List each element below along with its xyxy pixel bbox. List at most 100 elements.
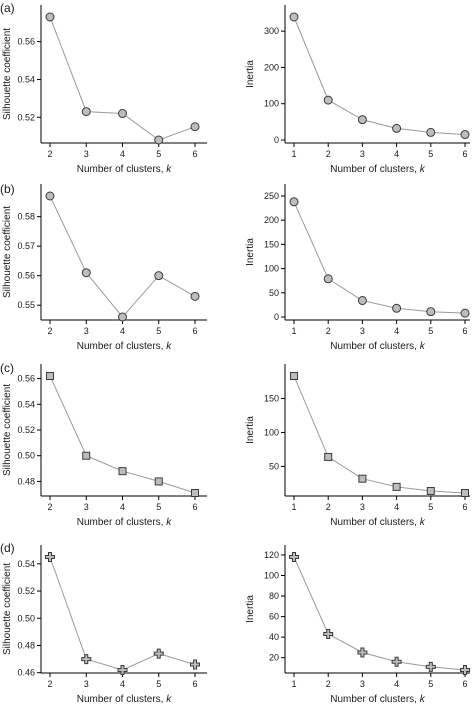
data-point [81, 654, 92, 665]
x-axis-label: Number of clusters, k [77, 517, 172, 528]
y-tick-label: 80 [269, 591, 279, 601]
x-tick-label: 2 [47, 679, 52, 689]
x-tick-label: 2 [326, 149, 331, 159]
data-point [45, 552, 55, 562]
chart-panel: 1 2 3 4 5 6 20 40 60 80 100 120 Number of clusters, … [245, 545, 470, 705]
chart-panel: 1 2 3 4 5 6 0 100 200 300 Number of clusters, k Ine… [245, 5, 470, 175]
data-point [45, 12, 55, 22]
data-point [81, 268, 91, 278]
x-tick-label: 4 [120, 502, 125, 512]
y-tick-label: 200 [264, 62, 279, 72]
y-axis-label: Inertia [245, 60, 256, 88]
y-tick-label: 0.48 [17, 640, 35, 650]
y-tick-label: 100 [264, 264, 279, 274]
x-tick-label: 4 [120, 326, 125, 336]
x-tick-label: 1 [291, 502, 296, 512]
x-tick-label: 5 [156, 326, 161, 336]
y-tick-label: 0.52 [17, 112, 35, 122]
data-point [191, 489, 199, 497]
x-tick-label: 3 [84, 149, 89, 159]
x-axis-label: Number of clusters, k [77, 694, 172, 705]
data-point [45, 191, 55, 201]
series-line [49, 375, 196, 494]
x-tick-label: 3 [84, 679, 89, 689]
y-tick-label: 0.56 [17, 374, 35, 384]
data-point [81, 107, 91, 117]
data-point [118, 467, 127, 476]
data-point [460, 308, 470, 318]
x-tick-label: 3 [360, 502, 365, 512]
y-tick-label: 200 [264, 215, 279, 225]
x-tick-label: 2 [47, 326, 52, 336]
x-tick-label: 5 [428, 679, 433, 689]
data-point [289, 552, 299, 562]
data-point [460, 130, 470, 140]
x-tick-label: 2 [326, 679, 331, 689]
y-axis-label: Inertia [245, 416, 256, 444]
panel-label: (a) [0, 1, 15, 15]
x-tick-label: 2 [47, 502, 52, 512]
data-point [82, 451, 91, 460]
y-tick-label: 100 [264, 570, 279, 580]
y-tick-label: 300 [264, 26, 279, 36]
y-tick-label: 20 [269, 653, 279, 663]
x-tick-label: 1 [291, 149, 296, 159]
data-point [118, 109, 127, 119]
x-tick-label: 2 [326, 502, 331, 512]
data-point [461, 489, 469, 497]
x-tick-label: 5 [156, 502, 161, 512]
series-line [293, 16, 466, 136]
y-tick-label: 0.54 [17, 74, 35, 84]
data-point [290, 372, 298, 380]
x-tick-label: 4 [394, 502, 399, 512]
chart-panel: 2 3 4 5 6 0.46 0.48 0.50 0.52 0.54 Number of clust… [2, 545, 207, 705]
x-tick-label: 6 [192, 149, 197, 159]
chart-panel: 1 2 3 4 5 6 0 50 100 150 200 250 Number of clusters,… [245, 184, 470, 352]
data-point [154, 271, 164, 281]
y-tick-label: 0.50 [17, 451, 35, 461]
series-line [49, 556, 196, 671]
panel-label: (b) [0, 182, 15, 196]
y-tick-label: 250 [264, 191, 279, 201]
x-tick-label: 1 [291, 679, 296, 689]
x-tick-label: 2 [47, 149, 52, 159]
series-line [293, 375, 466, 494]
y-tick-label: 50 [269, 288, 279, 298]
y-axis-label: Silhouette coefficient [2, 563, 13, 655]
data-point [118, 312, 127, 322]
y-axis-label: Silhouette coefficient [2, 384, 13, 476]
data-point [154, 135, 164, 145]
x-tick-label: 3 [360, 679, 365, 689]
x-axis-label: Number of clusters, k [77, 164, 172, 175]
x-tick-label: 5 [428, 502, 433, 512]
data-point [426, 127, 436, 137]
x-tick-label: 3 [360, 149, 365, 159]
x-tick-label: 4 [120, 679, 125, 689]
panel-label: (c) [0, 361, 14, 375]
x-tick-label: 6 [192, 679, 197, 689]
data-point [323, 629, 334, 640]
data-point [153, 648, 164, 659]
x-tick-label: 1 [291, 326, 296, 336]
y-tick-label: 0.55 [17, 300, 35, 310]
x-axis-label: Number of clusters, k [330, 694, 425, 705]
series-line [293, 201, 466, 314]
data-point [190, 659, 200, 670]
y-tick-label: 100 [264, 99, 279, 109]
x-tick-label: 4 [394, 149, 399, 159]
y-axis-label: Inertia [245, 595, 256, 623]
data-point [358, 474, 367, 483]
data-point [324, 452, 333, 461]
data-point [426, 307, 436, 317]
data-point [323, 95, 333, 105]
y-tick-label: 0.54 [17, 559, 35, 569]
series-line [49, 195, 196, 318]
y-axis-label: Silhouette coefficient [2, 28, 13, 120]
y-tick-label: 150 [264, 393, 279, 403]
y-tick-label: 0.56 [17, 37, 35, 47]
data-point [117, 665, 128, 675]
y-tick-label: 0.57 [17, 241, 35, 251]
x-tick-label: 3 [360, 326, 365, 336]
y-axis-label: Silhouette coefficient [2, 206, 13, 298]
